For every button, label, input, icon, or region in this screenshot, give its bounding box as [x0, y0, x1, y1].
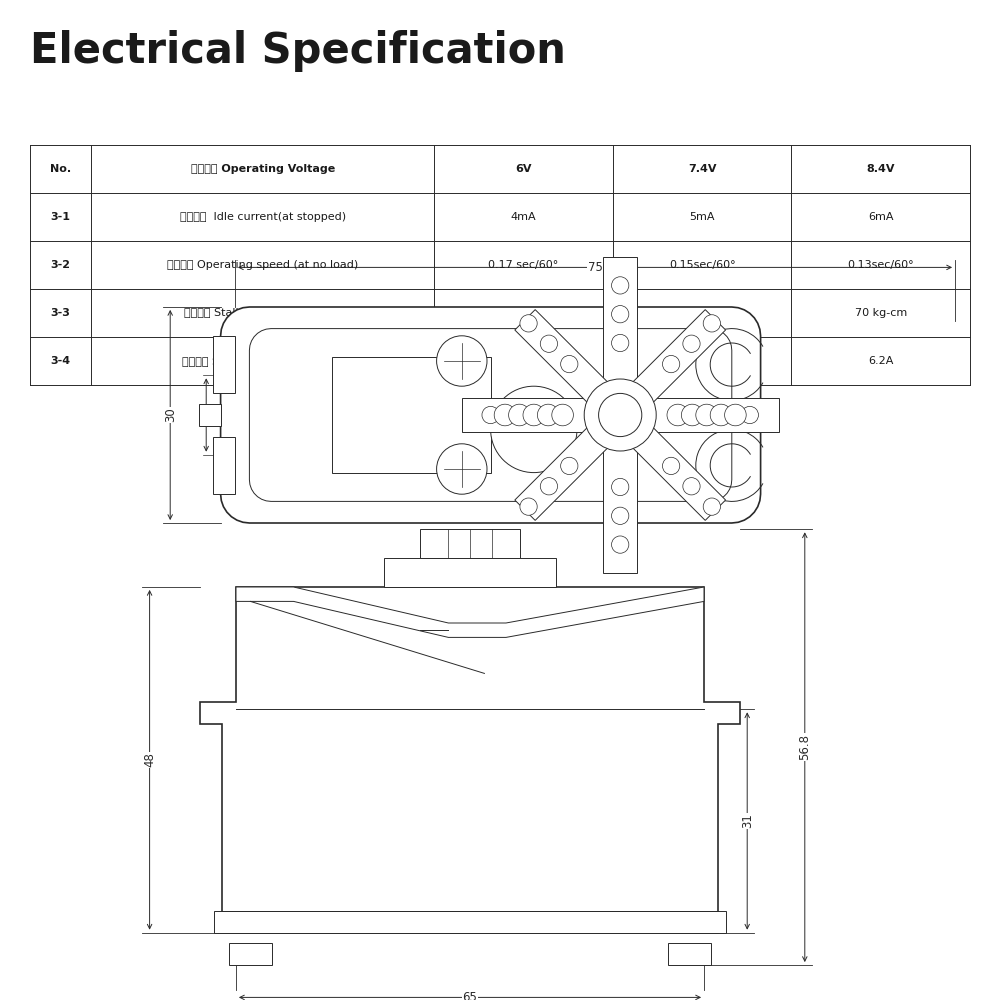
Circle shape [684, 406, 701, 424]
Circle shape [540, 406, 557, 424]
Circle shape [584, 379, 656, 451]
Circle shape [662, 457, 680, 475]
Text: Electrical Specification: Electrical Specification [30, 30, 566, 72]
Text: 8.4V: 8.4V [866, 164, 895, 174]
Circle shape [683, 335, 700, 352]
Text: 5mA: 5mA [689, 212, 715, 222]
Polygon shape [221, 307, 761, 523]
Circle shape [511, 406, 528, 424]
Text: 0.13sec/60°: 0.13sec/60° [847, 260, 914, 270]
Text: 4mA: 4mA [511, 212, 536, 222]
Circle shape [710, 404, 732, 426]
Circle shape [599, 393, 642, 437]
Circle shape [561, 355, 578, 373]
Circle shape [612, 277, 629, 294]
Text: 48: 48 [143, 752, 156, 767]
Text: 75: 75 [588, 261, 602, 274]
Text: 待机电流  Idle current(at stopped): 待机电流 Idle current(at stopped) [180, 212, 346, 222]
Polygon shape [603, 257, 637, 573]
Text: 65: 65 [463, 991, 477, 1000]
Text: 6V: 6V [515, 164, 532, 174]
Text: 3-3: 3-3 [51, 308, 70, 318]
Circle shape [725, 404, 746, 426]
Text: 58 kg-cm: 58 kg-cm [497, 308, 550, 318]
Polygon shape [332, 357, 491, 473]
Circle shape [612, 507, 629, 524]
Circle shape [523, 404, 545, 426]
Polygon shape [515, 310, 726, 520]
Polygon shape [384, 558, 556, 587]
Text: 工作电压 Operating Voltage: 工作电压 Operating Voltage [191, 164, 335, 174]
Text: 空载转速 Operating speed (at no load): 空载转速 Operating speed (at no load) [167, 260, 358, 270]
Circle shape [540, 335, 558, 352]
Circle shape [561, 457, 578, 475]
Circle shape [612, 334, 629, 352]
Text: 30: 30 [164, 408, 177, 422]
Text: 70 kg-cm: 70 kg-cm [855, 308, 907, 318]
Text: 31: 31 [741, 814, 754, 828]
Circle shape [491, 386, 577, 473]
Circle shape [612, 478, 629, 496]
Text: 3-1: 3-1 [51, 212, 71, 222]
Polygon shape [249, 329, 732, 501]
Polygon shape [420, 529, 520, 558]
Polygon shape [214, 911, 726, 933]
Circle shape [552, 404, 573, 426]
Polygon shape [213, 437, 235, 494]
Text: 65 kg-cm: 65 kg-cm [676, 308, 728, 318]
Text: 5A: 5A [695, 356, 709, 366]
Circle shape [667, 404, 689, 426]
Polygon shape [199, 404, 221, 426]
Polygon shape [213, 336, 235, 393]
Circle shape [741, 406, 758, 424]
Circle shape [703, 315, 720, 332]
Text: 0.15sec/60°: 0.15sec/60° [669, 260, 735, 270]
Polygon shape [200, 587, 740, 933]
Circle shape [681, 404, 703, 426]
Circle shape [612, 306, 629, 323]
Text: 0.17 sec/60°: 0.17 sec/60° [488, 260, 559, 270]
Circle shape [696, 404, 717, 426]
Polygon shape [462, 398, 779, 432]
Circle shape [662, 355, 680, 373]
Circle shape [482, 406, 499, 424]
Circle shape [494, 404, 516, 426]
Text: 3-2: 3-2 [51, 260, 71, 270]
Text: 6.2A: 6.2A [868, 356, 893, 366]
Text: No.: No. [50, 164, 71, 174]
Polygon shape [668, 943, 711, 965]
Circle shape [537, 404, 559, 426]
Text: 堵转电流 Stall current (at locked): 堵转电流 Stall current (at locked) [182, 356, 343, 366]
Circle shape [612, 536, 629, 553]
Text: 56.8: 56.8 [798, 734, 811, 760]
Text: 3.5A: 3.5A [511, 356, 536, 366]
Text: 6mA: 6mA [868, 212, 893, 222]
Circle shape [712, 406, 730, 424]
Polygon shape [236, 587, 704, 637]
Circle shape [703, 498, 720, 515]
Circle shape [520, 498, 537, 515]
Text: 3-4: 3-4 [50, 356, 71, 366]
Circle shape [437, 444, 487, 494]
Polygon shape [229, 943, 272, 965]
Text: 堵转扔矩 Stall torque (at locked): 堵转扔矩 Stall torque (at locked) [184, 308, 342, 318]
Circle shape [683, 478, 700, 495]
Circle shape [520, 315, 537, 332]
Polygon shape [515, 310, 726, 520]
Circle shape [509, 404, 530, 426]
Text: 17: 17 [200, 408, 213, 422]
Circle shape [437, 336, 487, 386]
Text: 7.4V: 7.4V [688, 164, 716, 174]
Circle shape [540, 478, 558, 495]
